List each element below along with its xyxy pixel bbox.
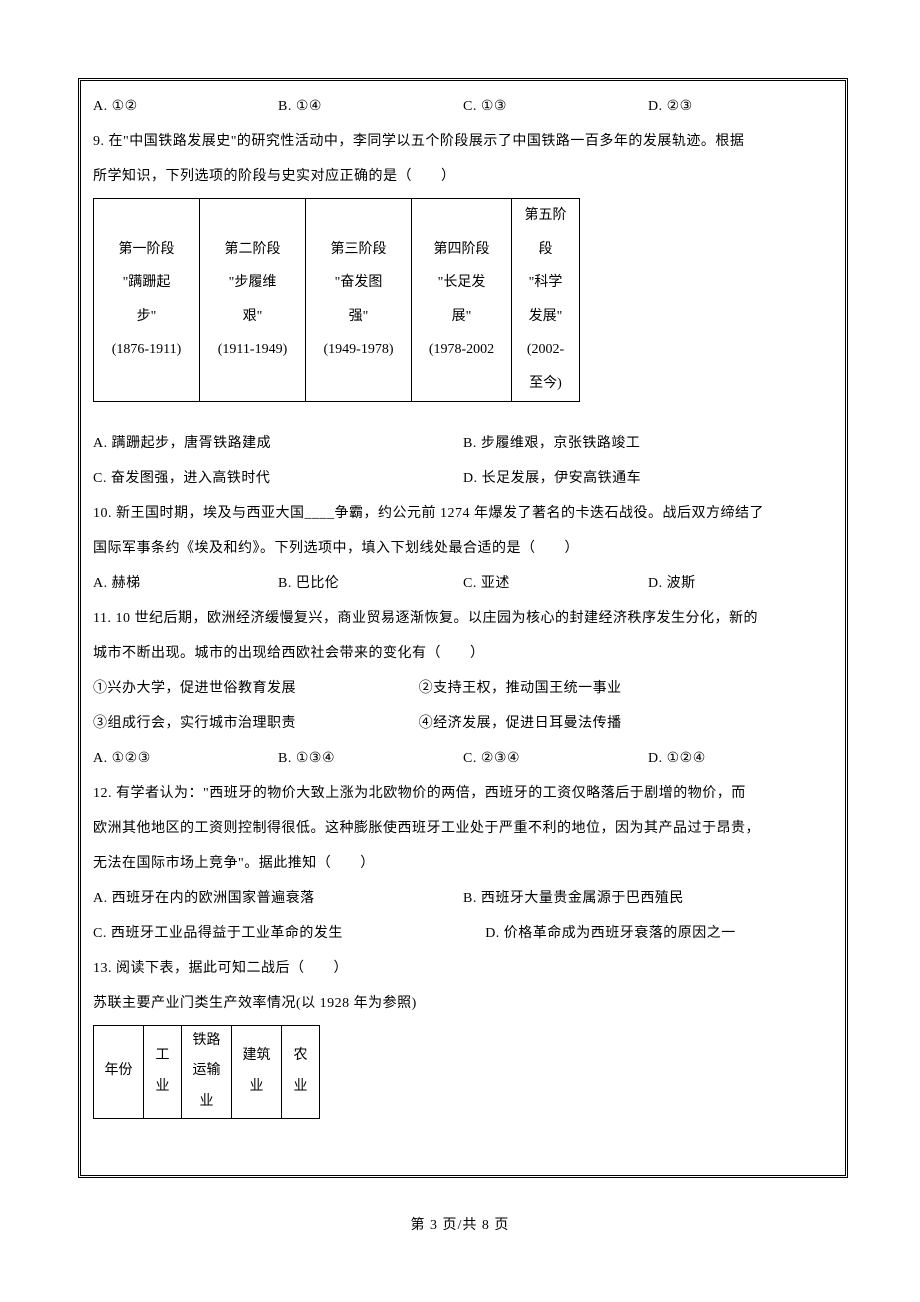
q10-option-b: B. 巴比伦: [278, 566, 463, 601]
q9-option-c: C. 奋发图强，进入高铁时代: [93, 461, 463, 496]
q11-item-2: ②支持王权，推动国王统一事业: [419, 671, 833, 706]
table-row: 年份 工 业 铁路 运输 业 建筑 业 农 业: [94, 1025, 320, 1118]
q11-option-b: B. ①③④: [278, 741, 463, 776]
cell-line: 第四阶段: [412, 233, 511, 267]
cell-line: "步履维: [200, 266, 305, 300]
q9-cell-5: 第五阶 段 "科学 发展" (2002- 至今): [512, 199, 580, 402]
cell-line: 农: [282, 1041, 319, 1072]
q13-cell-construction: 建筑 业: [232, 1025, 282, 1118]
q12-stem-line3: 无法在国际市场上竞争"。据此推知（ ）: [93, 846, 833, 881]
cell-line: 第五阶: [512, 199, 579, 233]
q8-options: A. ①② B. ①④ C. ①③ D. ②③: [93, 89, 833, 124]
cell-line: (1876-1911): [94, 333, 199, 367]
q9-option-b: B. 步履维艰，京张铁路竣工: [463, 426, 833, 461]
q13-table: 年份 工 业 铁路 运输 业 建筑 业 农 业: [93, 1025, 320, 1119]
cell-line: 第三阶段: [306, 233, 411, 267]
cell-line: 铁路: [182, 1026, 231, 1057]
q11-option-a: A. ①②③: [93, 741, 278, 776]
q10-stem-line2: 国际军事条约《埃及和约》。下列选项中，填入下划线处最合适的是（ ）: [93, 531, 833, 566]
q11-item-3: ③组成行会，实行城市治理职责: [93, 706, 419, 741]
q9-stem-line2: 所学知识，下列选项的阶段与史实对应正确的是（ ）: [93, 159, 833, 194]
q9-cell-2: 第二阶段 "步履维 艰" (1911-1949): [200, 199, 306, 402]
q11-option-c: C. ②③④: [463, 741, 648, 776]
cell-line: 业: [182, 1087, 231, 1118]
cell-line: "蹒跚起: [94, 266, 199, 300]
q10-options: A. 赫梯 B. 巴比伦 C. 亚述 D. 波斯: [93, 566, 833, 601]
cell-line: "科学: [512, 266, 579, 300]
q11-items-row2: ③组成行会，实行城市治理职责 ④经济发展，促进日耳曼法传播: [93, 706, 833, 741]
q8-option-b: B. ①④: [278, 89, 463, 124]
q12-option-d: D. 价格革命成为西班牙衰落的原因之一: [485, 916, 833, 951]
q9-cell-4: 第四阶段 "长足发 展" (1978-2002: [412, 199, 512, 402]
cell-line: "奋发图: [306, 266, 411, 300]
q11-option-d: D. ①②④: [648, 741, 833, 776]
q13-cell-year: 年份: [94, 1025, 144, 1118]
cell-line: (1978-2002: [412, 333, 511, 367]
cell-line: (1949-1978): [306, 333, 411, 367]
q13-stem-line1: 13. 阅读下表，据此可知二战后（ ）: [93, 951, 833, 986]
q11-stem-line1: 11. 10 世纪后期，欧洲经济缓慢复兴，商业贸易逐渐恢复。以庄园为核心的封建经…: [93, 601, 833, 636]
q12-options-row2: C. 西班牙工业品得益于工业革命的发生 D. 价格革命成为西班牙衰落的原因之一: [93, 916, 833, 951]
q12-stem-line1: 12. 有学者认为："西班牙的物价大致上涨为北欧物价的两倍，西班牙的工资仅略落后…: [93, 776, 833, 811]
q9-table-wrap: 第一阶段 "蹒跚起 步" (1876-1911) 第二阶段 "步履维 艰" (1…: [93, 198, 833, 402]
q8-option-c: C. ①③: [463, 89, 648, 124]
q9-stem-line1: 9. 在"中国铁路发展史"的研究性活动中，李同学以五个阶段展示了中国铁路一百多年…: [93, 124, 833, 159]
q11-options: A. ①②③ B. ①③④ C. ②③④ D. ①②④: [93, 741, 833, 776]
q10-option-d: D. 波斯: [648, 566, 833, 601]
page-footer: 第 3 页/共 8 页: [0, 1214, 920, 1234]
q12-option-b: B. 西班牙大量贵金属源于巴西殖民: [463, 881, 833, 916]
q9-options-row2: C. 奋发图强，进入高铁时代 D. 长足发展，伊安高铁通车: [93, 461, 833, 496]
q10-option-c: C. 亚述: [463, 566, 648, 601]
cell-line: 段: [512, 233, 579, 267]
q9-option-d: D. 长足发展，伊安高铁通车: [463, 461, 833, 496]
q13-cell-rail: 铁路 运输 业: [182, 1025, 232, 1118]
q9-option-a: A. 蹒跚起步，唐胥铁路建成: [93, 426, 463, 461]
q9-options-row1: A. 蹒跚起步，唐胥铁路建成 B. 步履维艰，京张铁路竣工: [93, 426, 833, 461]
q13-table-wrap: 年份 工 业 铁路 运输 业 建筑 业 农 业: [93, 1025, 833, 1119]
q12-options-row1: A. 西班牙在内的欧洲国家普遍衰落 B. 西班牙大量贵金属源于巴西殖民: [93, 881, 833, 916]
cell-line: "长足发: [412, 266, 511, 300]
cell-line: 强": [306, 300, 411, 334]
cell-line: 发展": [512, 300, 579, 334]
q13-stem-line2: 苏联主要产业门类生产效率情况(以 1928 年为参照): [93, 986, 833, 1021]
q11-items-row1: ①兴办大学，促进世俗教育发展 ②支持王权，推动国王统一事业: [93, 671, 833, 706]
q9-table: 第一阶段 "蹒跚起 步" (1876-1911) 第二阶段 "步履维 艰" (1…: [93, 198, 580, 402]
cell-line: 展": [412, 300, 511, 334]
cell-line: 运输: [182, 1056, 231, 1087]
spacer: [93, 412, 833, 426]
q11-stem-line2: 城市不断出现。城市的出现给西欧社会带来的变化有（ ）: [93, 636, 833, 671]
q9-cell-3: 第三阶段 "奋发图 强" (1949-1978): [306, 199, 412, 402]
table-row: 第一阶段 "蹒跚起 步" (1876-1911) 第二阶段 "步履维 艰" (1…: [94, 199, 580, 402]
q12-stem-line2: 欧洲其他地区的工资则控制得很低。这种膨胀使西班牙工业处于严重不利的地位，因为其产…: [93, 811, 833, 846]
page-frame: A. ①② B. ①④ C. ①③ D. ②③ 9. 在"中国铁路发展史"的研究…: [78, 78, 848, 1178]
q9-cell-1: 第一阶段 "蹒跚起 步" (1876-1911): [94, 199, 200, 402]
q10-stem-line1: 10. 新王国时期，埃及与西亚大国____争霸，约公元前 1274 年爆发了著名…: [93, 496, 833, 531]
cell-line: 工: [144, 1041, 181, 1072]
cell-line: 艰": [200, 300, 305, 334]
q12-option-c: C. 西班牙工业品得益于工业革命的发生: [93, 916, 485, 951]
cell-line: (1911-1949): [200, 333, 305, 367]
cell-line: 至今): [512, 367, 579, 401]
cell-line: 业: [144, 1072, 181, 1103]
cell-line: 步": [94, 300, 199, 334]
cell-line: 第二阶段: [200, 233, 305, 267]
q8-option-d: D. ②③: [648, 89, 833, 124]
cell-line: 业: [232, 1072, 281, 1103]
cell-line: 业: [282, 1072, 319, 1103]
q11-item-1: ①兴办大学，促进世俗教育发展: [93, 671, 419, 706]
cell-line: (2002-: [512, 333, 579, 367]
cell-line: 建筑: [232, 1041, 281, 1072]
q13-cell-industry: 工 业: [144, 1025, 182, 1118]
q10-option-a: A. 赫梯: [93, 566, 278, 601]
cell-line: 第一阶段: [94, 233, 199, 267]
q11-item-4: ④经济发展，促进日耳曼法传播: [419, 706, 833, 741]
q8-option-a: A. ①②: [93, 89, 278, 124]
q13-cell-agri: 农 业: [282, 1025, 320, 1118]
q12-option-a: A. 西班牙在内的欧洲国家普遍衰落: [93, 881, 463, 916]
